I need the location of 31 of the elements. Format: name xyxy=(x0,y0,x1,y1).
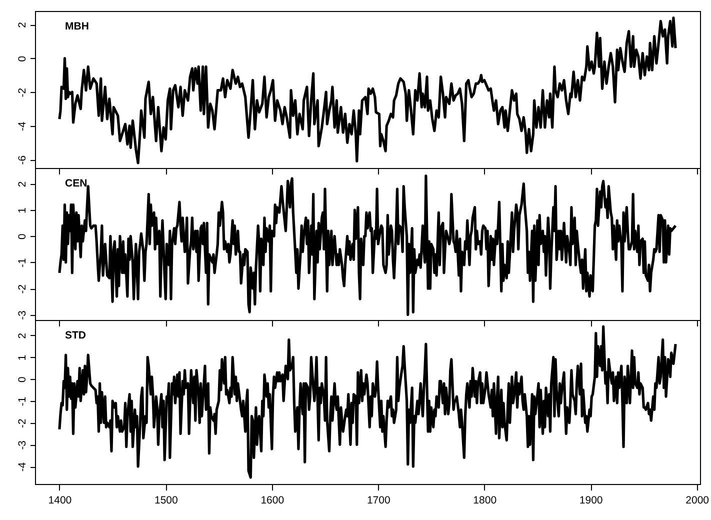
y-tick-label: 0 xyxy=(16,56,28,62)
line-series xyxy=(58,325,677,479)
y-tick-label: 2 xyxy=(16,22,28,28)
y-tick-label: 0 xyxy=(16,234,28,240)
x-tick-label: 1600 xyxy=(260,494,284,506)
y-tick-label: 2 xyxy=(16,181,28,188)
line-series xyxy=(58,16,677,164)
y-tick-label: -1 xyxy=(16,258,28,268)
y-tick-label: 0 xyxy=(16,376,28,382)
x-tick-label: 1500 xyxy=(154,494,178,506)
y-tick-label: -3 xyxy=(16,440,28,450)
y-tick-label: -6 xyxy=(16,155,28,165)
line-series xyxy=(58,174,677,316)
y-tick-label: -2 xyxy=(16,88,28,98)
y-tick-label: 1 xyxy=(16,207,28,214)
y-tick-label: -2 xyxy=(16,418,28,428)
y-tick-label: 1 xyxy=(16,354,28,361)
text: CEN xyxy=(65,178,88,190)
text: STD xyxy=(65,330,86,342)
x-tick-label: 1400 xyxy=(48,494,72,506)
x-tick-label: 2000 xyxy=(686,494,710,506)
x-tick-label: 1900 xyxy=(579,494,603,506)
y-tick-label: 2 xyxy=(16,332,28,339)
y-tick-label: -4 xyxy=(16,462,28,472)
text: MBH xyxy=(65,20,89,32)
y-tick-label: -2 xyxy=(16,284,28,294)
y-tick-label: -1 xyxy=(16,396,28,406)
x-tick-label: 1800 xyxy=(473,494,497,506)
y-tick-label: -3 xyxy=(16,310,28,320)
y-tick-label: -4 xyxy=(16,121,28,131)
x-tick-label: 1700 xyxy=(366,494,390,506)
